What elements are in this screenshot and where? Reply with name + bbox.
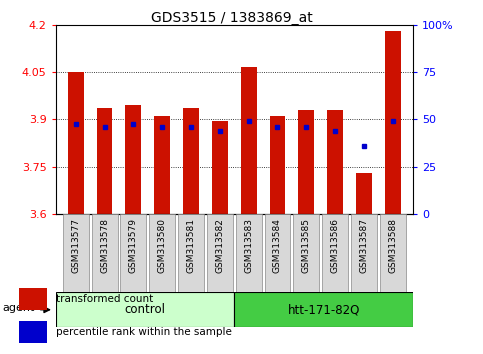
- Text: GSM313583: GSM313583: [244, 218, 253, 273]
- Bar: [19, 321, 47, 343]
- Bar: [126, 105, 142, 214]
- Text: GSM313587: GSM313587: [359, 218, 369, 273]
- FancyBboxPatch shape: [63, 214, 89, 292]
- Text: GSM313577: GSM313577: [71, 218, 80, 273]
- FancyBboxPatch shape: [234, 292, 413, 327]
- Text: GSM313586: GSM313586: [331, 218, 340, 273]
- FancyBboxPatch shape: [236, 214, 262, 292]
- FancyBboxPatch shape: [56, 292, 234, 327]
- Text: GSM313578: GSM313578: [100, 218, 109, 273]
- Text: GSM313585: GSM313585: [302, 218, 311, 273]
- Text: control: control: [125, 303, 165, 316]
- Bar: [241, 67, 256, 214]
- Text: percentile rank within the sample: percentile rank within the sample: [56, 327, 232, 337]
- FancyBboxPatch shape: [380, 214, 406, 292]
- Text: transformed count: transformed count: [56, 295, 153, 304]
- Bar: [327, 110, 343, 214]
- FancyBboxPatch shape: [120, 214, 146, 292]
- Text: GSM313584: GSM313584: [273, 218, 282, 273]
- Bar: [270, 116, 285, 214]
- Text: GSM313582: GSM313582: [215, 218, 224, 273]
- Bar: [154, 116, 170, 214]
- Bar: [97, 108, 113, 214]
- Text: GSM313581: GSM313581: [186, 218, 196, 273]
- Bar: [212, 121, 228, 214]
- FancyBboxPatch shape: [322, 214, 348, 292]
- FancyBboxPatch shape: [149, 214, 175, 292]
- Text: htt-171-82Q: htt-171-82Q: [287, 303, 360, 316]
- FancyBboxPatch shape: [207, 214, 233, 292]
- Bar: [298, 110, 314, 214]
- Bar: [356, 173, 372, 214]
- FancyBboxPatch shape: [178, 214, 204, 292]
- Text: agent: agent: [3, 303, 35, 313]
- Text: GSM313580: GSM313580: [157, 218, 167, 273]
- FancyBboxPatch shape: [92, 214, 117, 292]
- Bar: [19, 289, 47, 310]
- FancyBboxPatch shape: [351, 214, 377, 292]
- Text: GDS3515 / 1383869_at: GDS3515 / 1383869_at: [151, 11, 313, 25]
- Bar: [68, 72, 84, 214]
- Text: GSM313579: GSM313579: [129, 218, 138, 273]
- Text: GSM313588: GSM313588: [388, 218, 398, 273]
- FancyBboxPatch shape: [265, 214, 290, 292]
- Bar: [385, 31, 401, 214]
- FancyBboxPatch shape: [293, 214, 319, 292]
- Bar: [183, 108, 199, 214]
